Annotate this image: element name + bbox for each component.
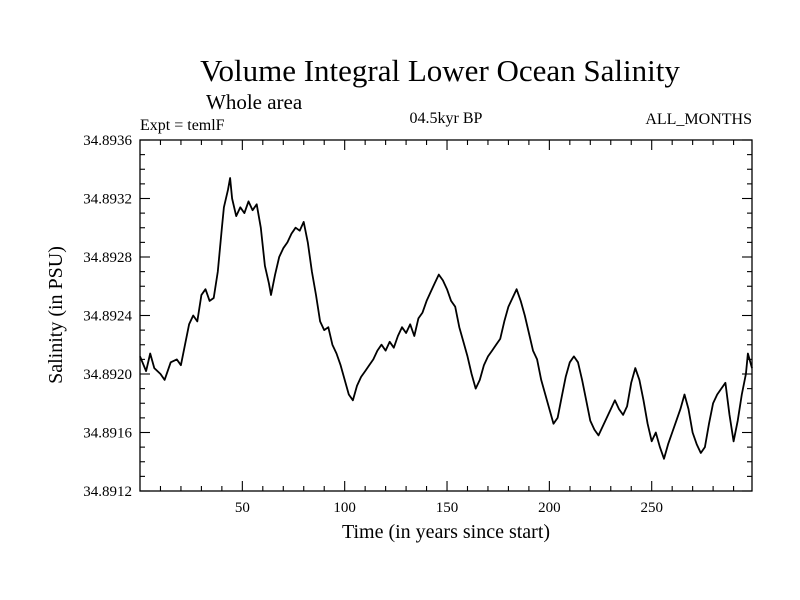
y-tick-label: 34.8916: [83, 426, 132, 442]
y-tick-label: 34.8924: [83, 309, 132, 325]
experiment-label: Expt = temlF: [140, 117, 225, 134]
series-layer: [139, 177, 753, 460]
x-tick-label: 100: [333, 500, 356, 516]
x-tick-label: 250: [640, 500, 663, 516]
x-axis-label: Time (in years since start): [342, 521, 550, 543]
y-tick-label: 34.8920: [83, 367, 132, 383]
y-tick-label: 34.8936: [83, 133, 132, 149]
y-axis-label: Salinity (in PSU): [45, 246, 67, 384]
months-label: ALL_MONTHS: [645, 111, 752, 128]
y-tick-label: 34.8928: [83, 250, 132, 266]
plot-frame: [139, 139, 753, 492]
tick-marks: [140, 139, 752, 492]
chart-subtitle: Whole area: [206, 90, 303, 114]
chart-title: Volume Integral Lower Ocean Salinity: [200, 53, 680, 88]
x-tick-label: 200: [538, 500, 561, 516]
salinity-series-line: [139, 177, 753, 460]
x-tick-label: 150: [436, 500, 459, 516]
y-tick-label: 34.8932: [83, 192, 132, 208]
x-tick-labels: 50 100 150 200 250: [235, 500, 663, 516]
y-tick-labels: 34.8912 34.8916 34.8920 34.8924 34.8928 34.89…: [83, 133, 132, 500]
y-tick-label: 34.8912: [83, 484, 132, 500]
period-label: 04.5kyr BP: [410, 110, 483, 127]
x-tick-label: 50: [235, 500, 250, 516]
